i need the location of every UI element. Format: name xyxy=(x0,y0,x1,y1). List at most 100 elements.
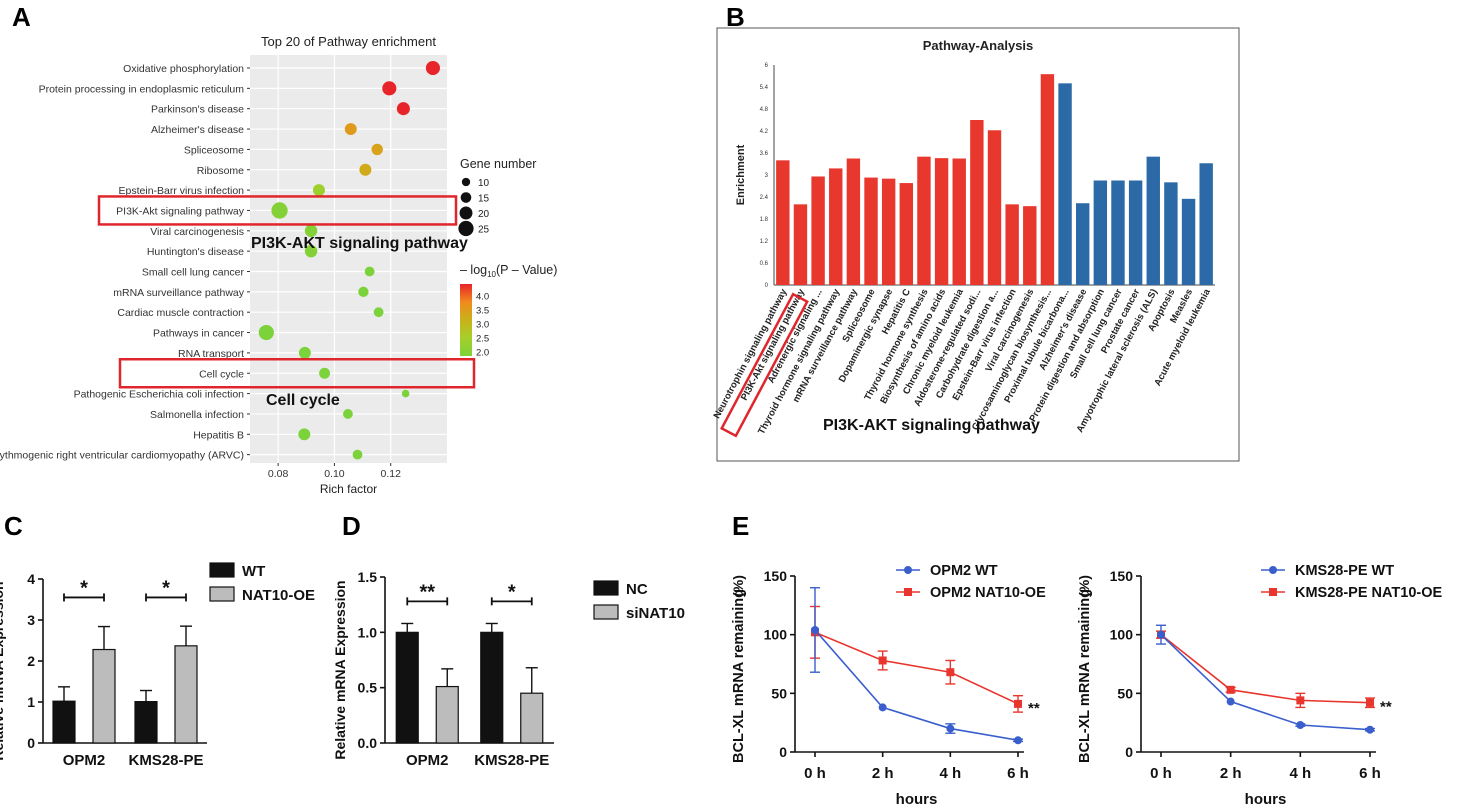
bar xyxy=(829,168,843,285)
y-tick-label: 6 xyxy=(765,63,769,69)
bar xyxy=(776,160,790,285)
data-point xyxy=(344,123,357,136)
data-point xyxy=(304,224,318,238)
x-tick-label: 6 h xyxy=(1007,765,1029,782)
bar xyxy=(520,692,544,744)
bar xyxy=(174,645,198,744)
panel-e2-chart: 0 50 100 150 BCL-XL mRNA remaining(%) 0 h 2 h 4… xyxy=(1076,563,1443,805)
bar xyxy=(881,178,896,285)
data-point xyxy=(373,307,384,318)
data-point xyxy=(298,346,311,359)
chart-title: Pathway-Analysis xyxy=(923,38,1034,53)
size-legend-marker xyxy=(460,192,472,203)
bar xyxy=(1005,204,1019,285)
data-point xyxy=(371,143,383,156)
data-point xyxy=(271,202,288,219)
data-point xyxy=(1296,721,1305,730)
color-legend-bar xyxy=(460,284,472,356)
y-tick-label: 0 xyxy=(1125,744,1133,760)
bar xyxy=(480,631,504,744)
data-point xyxy=(401,389,410,398)
legend-swatch xyxy=(209,586,235,602)
bar xyxy=(1093,180,1108,285)
data-point xyxy=(319,367,331,379)
legend-marker xyxy=(904,566,912,574)
panel-d-chart: 0.0 0.5 1.0 1.5 Relative mRNA Expression ** OP… xyxy=(332,569,685,769)
data-point xyxy=(878,703,887,712)
bar xyxy=(395,631,419,744)
y-tick-label: 100 xyxy=(764,627,788,643)
size-legend-label: 15 xyxy=(478,194,490,205)
y-tick-label: 0 xyxy=(779,744,787,760)
bar xyxy=(1023,206,1037,285)
y-tick-label: 3 xyxy=(27,612,35,628)
y-tick-label: Hepatitis B xyxy=(193,429,244,441)
data-point xyxy=(1296,696,1305,705)
bar xyxy=(987,130,1002,285)
legend-label: WT xyxy=(242,563,265,580)
significance-label: * xyxy=(162,577,170,599)
significance-label: * xyxy=(80,577,88,599)
size-legend-title: Gene number xyxy=(460,157,536,171)
panel-letter-c: C xyxy=(4,511,23,541)
y-tick-label: 0.6 xyxy=(760,261,769,267)
size-legend-label: 10 xyxy=(478,178,490,189)
data-point xyxy=(364,266,375,277)
data-point xyxy=(258,324,274,341)
x-tick-label: 2 h xyxy=(872,765,894,782)
y-tick-label: 4.8 xyxy=(760,107,769,113)
color-legend-label: 3.5 xyxy=(476,306,489,317)
color-legend-title: – log10(P – Value) xyxy=(460,263,557,279)
bar xyxy=(1058,83,1072,285)
bar xyxy=(1111,180,1125,285)
y-tick-label: 2 xyxy=(27,653,35,669)
y-tick-label: 3 xyxy=(765,173,769,179)
data-point xyxy=(382,81,397,96)
x-tick-label: 0.12 xyxy=(380,468,401,480)
y-tick-label: Protein processing in endoplasmic reticu… xyxy=(39,83,245,95)
y-tick-label: 5.4 xyxy=(760,85,769,91)
x-tick-label: 0.10 xyxy=(324,468,345,480)
bar xyxy=(934,158,949,285)
bar xyxy=(952,158,966,285)
y-tick-label: 0.5 xyxy=(358,680,378,696)
y-axis-unit: (%) xyxy=(730,575,746,597)
y-axis-label: Relative mRNA Expression xyxy=(332,580,348,759)
y-tick-label: Small cell lung cancer xyxy=(142,267,245,279)
bar xyxy=(52,700,76,744)
bar xyxy=(1128,180,1143,285)
y-tick-label: Epstein-Barr virus infection xyxy=(119,185,245,197)
y-tick-label: 4.2 xyxy=(760,129,769,135)
bar xyxy=(92,648,116,744)
y-tick-label: 4 xyxy=(27,571,35,587)
data-point xyxy=(352,449,363,460)
y-tick-label: 0 xyxy=(27,735,35,751)
y-axis-label: Relative mRNA Expression xyxy=(0,581,6,760)
x-axis-label: hours xyxy=(896,791,938,805)
y-tick-label: Alzheimer's disease xyxy=(151,124,244,136)
annotation-cell-cycle: Cell cycle xyxy=(266,392,340,409)
y-tick-label: 0.0 xyxy=(358,735,378,751)
data-point xyxy=(1157,630,1165,639)
y-tick-label: 1.8 xyxy=(760,217,769,223)
y-tick-label: RNA transport xyxy=(178,348,244,360)
color-legend-label: 4.0 xyxy=(476,292,489,303)
significance-label: * xyxy=(508,581,516,603)
data-point xyxy=(298,428,311,441)
bar xyxy=(435,685,459,744)
panel-c-chart: 0 1 2 3 4 Relative mRNA Expression * OPM2 * KMS28… xyxy=(0,562,315,769)
bar xyxy=(1075,203,1090,285)
series-line xyxy=(1160,634,1371,704)
data-point xyxy=(946,724,955,733)
y-axis-label: BCL-XL mRNA remaining xyxy=(1077,589,1093,763)
y-tick-label: mRNA surveillance pathway xyxy=(113,287,244,299)
y-tick-label: 3.6 xyxy=(760,151,769,157)
legend-label: OPM2 WT xyxy=(930,563,998,579)
y-tick-label: 150 xyxy=(1110,568,1134,584)
legend-label: NC xyxy=(626,581,648,598)
size-legend-marker xyxy=(458,220,474,237)
legend-swatch xyxy=(209,562,235,578)
panel-letter-e: E xyxy=(732,511,750,541)
y-tick-label: 150 xyxy=(764,568,788,584)
y-tick-label: Arrhythmogenic right ventricular cardiom… xyxy=(0,450,244,462)
